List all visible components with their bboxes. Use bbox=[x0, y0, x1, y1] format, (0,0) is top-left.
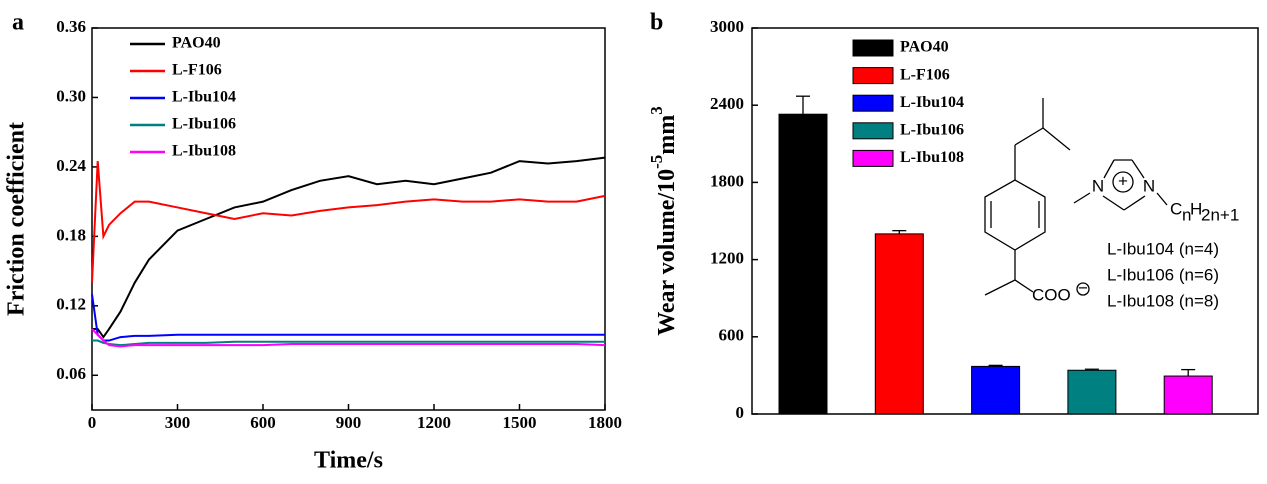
annotation: L-Ibu108 (n=8) bbox=[1107, 291, 1219, 310]
x-tick-label: 300 bbox=[165, 413, 191, 432]
y-tick-label: 0.24 bbox=[56, 156, 86, 175]
x-tick-label: 900 bbox=[336, 413, 362, 432]
bar bbox=[778, 113, 828, 415]
structures bbox=[984, 98, 1168, 296]
annotation: L-Ibu104 (n=4) bbox=[1107, 239, 1219, 258]
legend-label: L-Ibu108 bbox=[900, 149, 964, 166]
y-tick-label: 2400 bbox=[710, 94, 744, 113]
legend-label: L-F106 bbox=[172, 62, 222, 79]
annotation: H bbox=[1190, 199, 1202, 218]
annotation: 2n+1 bbox=[1201, 205, 1239, 224]
legend-label: L-Ibu104 bbox=[172, 89, 236, 106]
legend-label: L-F106 bbox=[900, 66, 950, 83]
bar bbox=[971, 365, 1021, 415]
legend-swatch bbox=[852, 67, 894, 85]
x-tick-label: 600 bbox=[250, 413, 276, 432]
y-tick-label: 1800 bbox=[710, 171, 744, 190]
annotation: COO bbox=[1032, 285, 1071, 304]
y-axis-label-part: mm bbox=[654, 115, 680, 155]
legend-swatch bbox=[852, 149, 894, 167]
bar bbox=[1163, 375, 1213, 415]
annotation: L-Ibu106 (n=6) bbox=[1107, 265, 1219, 284]
legend-swatch bbox=[852, 122, 894, 140]
y-tick-label: 600 bbox=[719, 326, 745, 345]
line bbox=[91, 161, 606, 283]
y-axis-label-part: -5 bbox=[647, 155, 666, 169]
plot-frame bbox=[91, 27, 606, 411]
x-tick-label: 1200 bbox=[417, 413, 451, 432]
legend-label: L-Ibu106 bbox=[900, 121, 964, 138]
legend-label: L-Ibu106 bbox=[172, 116, 236, 133]
legend-swatch bbox=[852, 94, 894, 112]
legend-label: L-Ibu108 bbox=[172, 143, 236, 160]
y-tick-label: 0.36 bbox=[56, 17, 86, 36]
y-tick-label: 0.18 bbox=[56, 225, 86, 244]
line bbox=[92, 156, 606, 339]
bar bbox=[1067, 369, 1117, 415]
bar bbox=[874, 233, 924, 415]
line bbox=[91, 328, 606, 348]
y-tick-label: 0 bbox=[736, 403, 745, 422]
x-tick-label: 1800 bbox=[588, 413, 622, 432]
panel-label: b bbox=[650, 10, 663, 36]
legend-label: PAO40 bbox=[172, 35, 221, 52]
x-axis-label: Time/s bbox=[314, 448, 383, 474]
line bbox=[92, 339, 605, 347]
y-tick-label: 0.30 bbox=[56, 86, 86, 105]
y-tick-label: 1200 bbox=[710, 249, 744, 268]
legend-label: L-Ibu104 bbox=[900, 94, 964, 111]
error-bar bbox=[988, 364, 1003, 367]
y-axis-label-part: Wear volume/10 bbox=[654, 169, 680, 336]
annotation: N bbox=[1092, 176, 1104, 195]
annotation: N bbox=[1143, 176, 1155, 195]
x-tick-label: 1500 bbox=[503, 413, 537, 432]
error-bar bbox=[796, 95, 810, 115]
error-bar bbox=[892, 229, 907, 234]
y-axis-label-part: 3 bbox=[647, 106, 666, 115]
y-axis-label: Wear volume/10-5mm3 bbox=[647, 106, 679, 336]
legend-label: PAO40 bbox=[900, 39, 949, 56]
annotation: − bbox=[1078, 278, 1088, 297]
panel-label: a bbox=[12, 10, 24, 36]
legend-swatch bbox=[852, 39, 894, 57]
annotation: n bbox=[1182, 205, 1191, 224]
annotation: + bbox=[1118, 171, 1128, 190]
error-bar bbox=[1084, 368, 1099, 371]
y-axis-label: Friction coefficient bbox=[4, 122, 30, 316]
error-bar bbox=[1181, 368, 1196, 377]
x-tick-label: 0 bbox=[88, 413, 97, 432]
line bbox=[91, 294, 605, 342]
y-tick-label: 3000 bbox=[710, 17, 744, 36]
y-tick-label: 0.06 bbox=[56, 364, 86, 383]
y-tick-label: 0.12 bbox=[56, 295, 86, 314]
annotation: C bbox=[1170, 199, 1182, 218]
